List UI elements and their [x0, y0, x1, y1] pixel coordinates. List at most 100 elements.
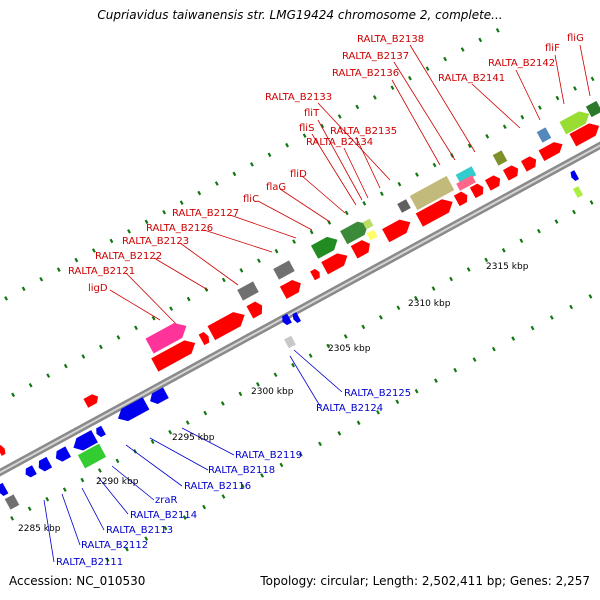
gene-arrow[interactable]: [246, 300, 266, 319]
gene-box[interactable]: [536, 127, 552, 143]
gene-label-ralta-b2136[interactable]: RALTA_B2136: [332, 68, 399, 79]
feature-dot: [56, 267, 61, 272]
gene-label-fliS[interactable]: fliS: [299, 123, 314, 134]
gene-arrow[interactable]: [321, 250, 351, 275]
gene-label-ralta-b2126[interactable]: RALTA_B2126: [146, 223, 213, 234]
gene-box[interactable]: [366, 229, 378, 241]
gene-arrow[interactable]: [291, 312, 302, 324]
gene-label-ralta-b2133[interactable]: RALTA_B2133: [265, 92, 332, 103]
gene-arrow[interactable]: [53, 446, 72, 463]
feature-dot: [10, 516, 15, 521]
gene-arrow[interactable]: [382, 216, 414, 243]
gene-box[interactable]: [4, 494, 20, 510]
gene-box[interactable]: [455, 166, 477, 184]
gene-label-ralta-b2121[interactable]: RALTA_B2121: [68, 266, 135, 277]
gene-arrow[interactable]: [350, 238, 374, 259]
gene-label-ralta-b2138[interactable]: RALTA_B2138: [357, 34, 424, 45]
gene-label-fliG[interactable]: fliG: [567, 33, 584, 44]
gene-arrow[interactable]: [279, 277, 304, 299]
gene-arrow[interactable]: [502, 163, 521, 181]
gene-arrow[interactable]: [310, 268, 322, 281]
feature-dot: [298, 452, 303, 457]
gene-label-fliF[interactable]: fliF: [545, 43, 560, 54]
gene-label-ralta-b2123[interactable]: RALTA_B2123: [122, 236, 189, 247]
gene-label-ralta-b2112[interactable]: RALTA_B2112: [81, 540, 148, 551]
gene-features[interactable]: [0, 100, 600, 510]
leader-line: [554, 54, 565, 105]
gene-label-fliT[interactable]: fliT: [304, 108, 320, 119]
gene-arrow[interactable]: [115, 397, 150, 425]
gene-arrow[interactable]: [151, 336, 199, 372]
gene-arrow[interactable]: [147, 387, 169, 406]
gene-label-ralta-b2119[interactable]: RALTA_B2119: [235, 450, 302, 461]
gene-label-flaG[interactable]: flaG: [266, 182, 286, 193]
gene-label-ralta-b2118[interactable]: RALTA_B2118: [208, 465, 275, 476]
gene-label-zraR[interactable]: zraR: [155, 495, 177, 506]
gene-arrow[interactable]: [83, 392, 100, 408]
feature-dot: [415, 172, 419, 177]
gene-arrow[interactable]: [569, 170, 580, 182]
gene-arrow[interactable]: [23, 465, 37, 479]
gene-arrow[interactable]: [340, 218, 372, 245]
feature-dot: [4, 296, 9, 301]
gene-box[interactable]: [572, 186, 584, 198]
gene-arrow[interactable]: [145, 318, 190, 354]
feature-dot: [202, 504, 207, 510]
feature-dot: [433, 378, 438, 383]
gene-label-ralta-b2141[interactable]: RALTA_B2141: [438, 73, 505, 84]
leader-line: [317, 102, 391, 181]
gene-arrow[interactable]: [559, 108, 592, 135]
gene-label-ralta-b2127[interactable]: RALTA_B2127: [172, 208, 239, 219]
gene-box[interactable]: [362, 218, 374, 230]
gene-box[interactable]: [456, 175, 476, 191]
gene-arrow[interactable]: [70, 430, 98, 454]
gene-arrow[interactable]: [0, 482, 9, 497]
gene-arrow[interactable]: [0, 444, 7, 456]
feature-dot: [344, 210, 349, 216]
gene-arrow[interactable]: [469, 182, 486, 199]
feature-dot: [485, 134, 490, 139]
gene-arrow[interactable]: [310, 233, 341, 259]
gene-box[interactable]: [77, 443, 107, 469]
gene-box[interactable]: [492, 150, 508, 166]
gene-arrow[interactable]: [36, 456, 53, 473]
feature-dot: [256, 382, 260, 387]
gene-label-fliC[interactable]: fliC: [243, 194, 259, 205]
feature-dot: [63, 363, 68, 369]
gene-label-ligD[interactable]: ligD: [88, 283, 108, 294]
gene-label-ralta-b2111[interactable]: RALTA_B2111: [56, 557, 123, 568]
gene-arrow[interactable]: [207, 308, 248, 341]
gene-arrow[interactable]: [520, 154, 539, 172]
gene-label-ralta-b2124[interactable]: RALTA_B2124: [316, 403, 383, 414]
gene-box[interactable]: [397, 199, 411, 213]
gene-arrow[interactable]: [569, 120, 600, 147]
gene-label-ralta-b2125[interactable]: RALTA_B2125: [344, 388, 411, 399]
feature-dot: [260, 473, 264, 478]
gene-label-ralta-b2135[interactable]: RALTA_B2135: [330, 126, 397, 137]
gene-box[interactable]: [237, 281, 259, 301]
gene-box[interactable]: [409, 175, 455, 211]
feature-dot: [239, 268, 244, 273]
gene-label-ralta-b2113[interactable]: RALTA_B2113: [106, 525, 173, 536]
feature-dot: [267, 152, 272, 158]
gene-box[interactable]: [585, 100, 600, 118]
gene-label-ralta-b2114[interactable]: RALTA_B2114: [130, 510, 197, 521]
gene-arrow[interactable]: [280, 313, 292, 327]
gene-label-ralta-b2134[interactable]: RALTA_B2134: [306, 137, 373, 148]
gene-arrow[interactable]: [198, 331, 212, 346]
gene-label-ralta-b2122[interactable]: RALTA_B2122: [95, 251, 162, 262]
feature-dot: [285, 142, 289, 148]
gene-label-ralta-b2116[interactable]: RALTA_B2116: [184, 481, 251, 492]
gene-arrow[interactable]: [484, 173, 503, 191]
gene-label-ralta-b2142[interactable]: RALTA_B2142: [488, 58, 555, 69]
gene-arrow[interactable]: [415, 195, 457, 227]
gene-box[interactable]: [284, 335, 296, 349]
gene-label-fliD[interactable]: fliD: [290, 169, 307, 180]
gene-arrow[interactable]: [94, 425, 106, 439]
gene-label-ralta-b2137[interactable]: RALTA_B2137: [342, 51, 409, 62]
gene-arrow[interactable]: [538, 139, 566, 162]
feature-dot: [39, 276, 44, 282]
gene-arrow[interactable]: [453, 190, 470, 207]
gene-box[interactable]: [273, 260, 295, 280]
